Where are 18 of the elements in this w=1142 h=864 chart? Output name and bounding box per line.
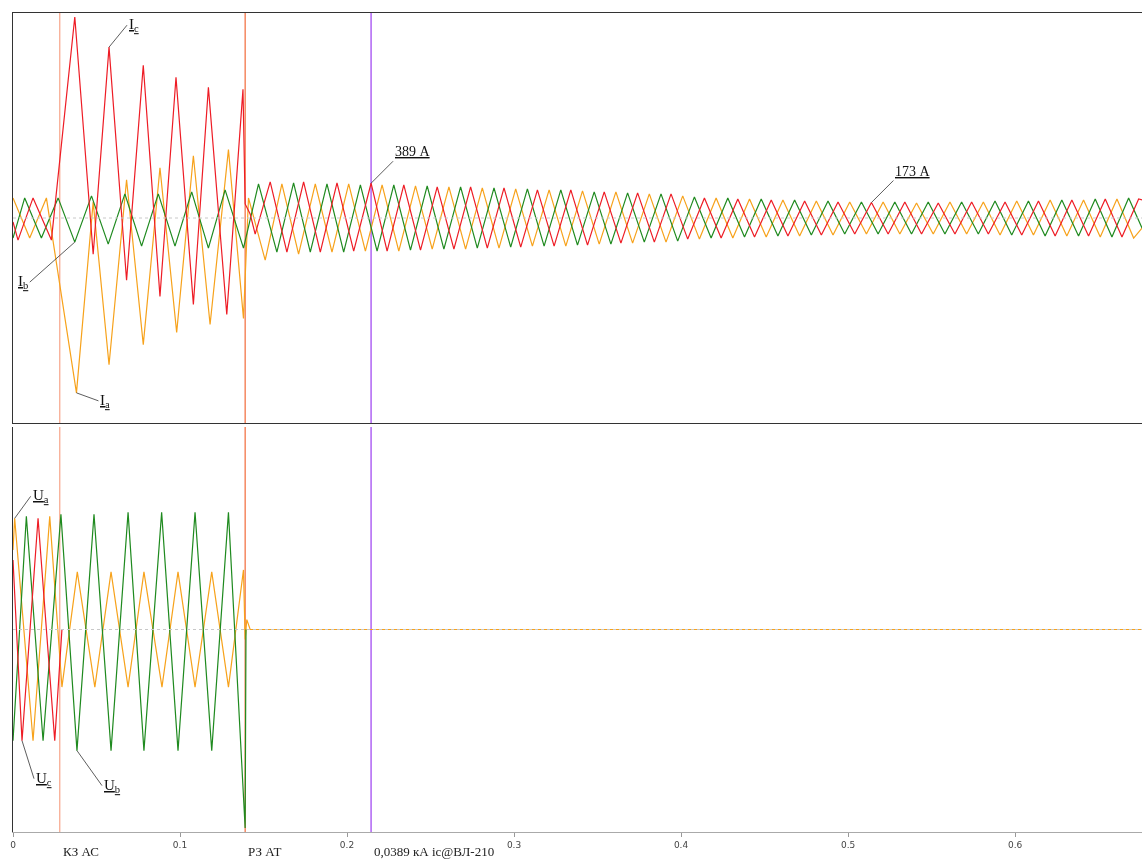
text: I$_{b}$	[18, 273, 29, 292]
x-tick-label: 0	[10, 839, 17, 850]
series-label: U$_{c}$	[36, 770, 52, 789]
ref-line-label: РЗ АТ	[248, 844, 282, 859]
x-tick-label: 0.6	[1007, 839, 1023, 850]
series-label: U$_{b}$	[104, 777, 121, 796]
x-tick-label: 0.4	[673, 839, 689, 850]
ref-line-label: 0,0389 кА ic@ВЛ-210	[374, 844, 495, 859]
annotation: 389 А	[395, 144, 431, 159]
series-label: I$_{c}$	[129, 16, 139, 35]
ref-line-label: КЗ АС	[63, 844, 99, 859]
series-label: U$_{a}$	[33, 487, 49, 506]
x-tick-label: 0.2	[339, 839, 355, 850]
series-label: I$_{a}$	[100, 392, 110, 411]
x-tick-label: 0.3	[506, 839, 522, 850]
x-tick-label: 0.5	[840, 839, 856, 850]
annotation: 173 А	[895, 164, 931, 179]
x-tick-label: 0.1	[172, 839, 188, 850]
